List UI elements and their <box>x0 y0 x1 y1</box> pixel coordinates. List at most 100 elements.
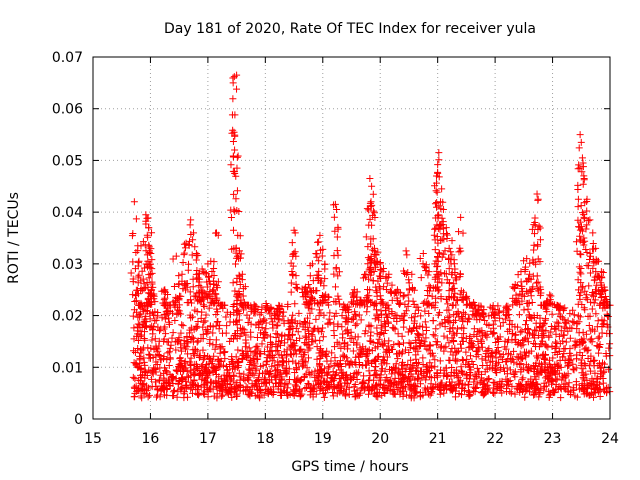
x-tick-label: 15 <box>84 431 102 447</box>
data-point <box>240 326 248 334</box>
data-point <box>518 327 526 335</box>
data-point <box>466 391 474 399</box>
data-point <box>323 369 331 377</box>
data-point <box>197 383 205 391</box>
data-point <box>197 314 205 322</box>
data-point <box>546 299 554 307</box>
data-point <box>137 364 145 372</box>
data-point <box>390 324 398 332</box>
data-point <box>289 357 297 365</box>
data-point <box>476 315 484 323</box>
data-point <box>351 310 359 318</box>
data-point <box>355 311 363 319</box>
data-point <box>535 393 543 401</box>
data-point <box>170 386 178 394</box>
data-point <box>510 369 518 377</box>
data-point <box>293 364 301 372</box>
data-point <box>408 270 416 278</box>
data-point <box>207 385 215 393</box>
data-point <box>210 352 218 360</box>
data-point <box>173 393 181 401</box>
data-point <box>270 353 278 361</box>
data-point <box>294 328 302 336</box>
data-point <box>449 324 457 332</box>
data-point <box>455 228 463 236</box>
data-point <box>526 270 534 278</box>
data-point <box>552 376 560 384</box>
data-point <box>317 366 325 374</box>
data-point <box>488 349 496 357</box>
data-point <box>441 316 449 324</box>
data-point <box>439 206 447 214</box>
data-point <box>242 301 250 309</box>
data-point <box>134 247 142 255</box>
data-point <box>191 345 199 353</box>
data-point <box>497 322 505 330</box>
data-point <box>435 249 443 257</box>
data-point <box>595 349 603 357</box>
data-point <box>213 296 221 304</box>
data-point <box>434 161 442 169</box>
data-point <box>189 369 197 377</box>
data-point <box>438 253 446 261</box>
data-point <box>289 311 297 319</box>
data-point <box>436 357 444 365</box>
data-point <box>570 366 578 374</box>
data-point <box>567 356 575 364</box>
data-point <box>326 309 334 317</box>
data-point <box>169 373 177 381</box>
data-point <box>191 243 199 251</box>
data-point <box>462 334 470 342</box>
data-point <box>569 306 577 314</box>
data-point <box>489 378 497 386</box>
data-point <box>398 332 406 340</box>
data-point <box>576 268 584 276</box>
data-point <box>152 352 160 360</box>
data-point <box>127 269 135 277</box>
data-point <box>350 387 358 395</box>
data-point <box>575 263 583 271</box>
data-point <box>452 310 460 318</box>
data-point <box>189 349 197 357</box>
data-point <box>193 390 201 398</box>
data-point <box>153 385 161 393</box>
data-point <box>244 318 252 326</box>
data-point <box>522 361 530 369</box>
data-point <box>220 349 228 357</box>
data-point <box>467 352 474 360</box>
data-point <box>369 235 377 243</box>
data-point <box>206 277 214 285</box>
data-point <box>433 199 441 207</box>
data-point <box>578 369 586 377</box>
data-point <box>399 392 407 400</box>
data-point <box>533 272 541 280</box>
data-point <box>331 227 339 235</box>
data-point <box>386 365 394 373</box>
data-point <box>487 350 495 358</box>
data-point <box>308 338 316 346</box>
data-point <box>367 269 375 277</box>
data-point <box>137 373 145 381</box>
data-point <box>334 223 342 231</box>
data-point <box>426 341 434 349</box>
data-point <box>333 390 341 398</box>
data-point <box>166 344 174 352</box>
data-point <box>383 385 391 393</box>
data-point <box>239 285 247 293</box>
data-point <box>437 344 445 352</box>
data-point <box>193 308 201 316</box>
data-point <box>182 382 190 390</box>
data-point <box>243 311 251 319</box>
data-point <box>603 310 611 318</box>
data-point <box>445 244 453 252</box>
data-point <box>445 287 453 295</box>
data-point <box>471 384 479 392</box>
data-point <box>581 287 589 295</box>
data-point <box>248 389 256 397</box>
data-point <box>359 343 367 351</box>
data-point <box>602 352 610 360</box>
data-point <box>551 324 559 332</box>
data-point <box>434 239 442 247</box>
data-point <box>588 335 596 343</box>
data-point <box>400 291 408 299</box>
